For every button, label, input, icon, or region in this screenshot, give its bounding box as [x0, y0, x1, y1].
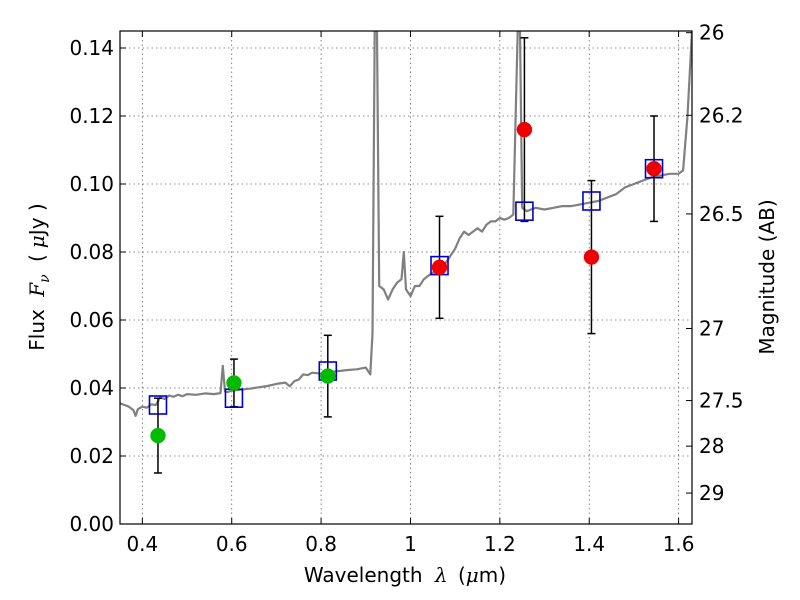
- y-tick-label: 0.02: [69, 444, 114, 468]
- spectrum-line: [120, 31, 692, 417]
- y-tick-label: 0.00: [69, 512, 114, 536]
- plot-frame: [119, 30, 693, 525]
- model-square: [644, 158, 664, 179]
- y-tick-label: 0.14: [69, 36, 114, 60]
- red-data-point: [646, 160, 662, 177]
- spectrum-series: [120, 31, 692, 417]
- ticks: [120, 31, 692, 525]
- gridlines: [120, 31, 692, 525]
- y2-tick-label: 27: [699, 317, 724, 341]
- x-tick-label: 1.6: [663, 532, 695, 556]
- y2-tick-label: 26.2: [699, 103, 744, 127]
- x-tick-label: 0.4: [126, 532, 158, 556]
- x-axis-label: Wavelength λ (μm): [304, 563, 506, 587]
- x-tick-label: 0.6: [216, 532, 248, 556]
- model-square: [582, 191, 601, 211]
- red-data-point: [583, 249, 600, 265]
- y-tick-label: 0.04: [69, 376, 114, 400]
- green-data-point: [150, 427, 166, 444]
- x-tick-label: 0.8: [305, 532, 337, 556]
- y2-tick-label: 27.5: [699, 389, 744, 413]
- y2-tick-label: 26: [699, 21, 724, 45]
- y-tick-label: 0.08: [69, 240, 114, 264]
- y2-tick-label: 29: [699, 481, 724, 505]
- x-tick-label: 1.4: [573, 532, 605, 556]
- y-tick-label: 0.12: [69, 104, 114, 128]
- x-tick-label: 1.2: [484, 532, 516, 556]
- y2-axis-label: Magnitude (AB): [755, 199, 779, 354]
- green-data-point: [320, 368, 336, 384]
- red-data-point: [516, 121, 533, 138]
- model-square: [148, 395, 168, 415]
- model-square: [515, 201, 534, 221]
- y-tick-label: 0.10: [69, 172, 114, 196]
- y2-tick-label: 28: [699, 434, 724, 458]
- tick-labels: 0.4 0.6 0.8 1 1.2 1.4 1.6 0.00 0.02 0.04 0.06 0.08 0…: [69, 21, 743, 556]
- y2-tick-label: 26.5: [699, 202, 744, 226]
- x-tick-label: 1: [404, 532, 417, 556]
- y-tick-label: 0.06: [69, 308, 114, 332]
- red-data-point: [431, 259, 448, 276]
- y-axis-label: Flux Fν (μJy ): [25, 203, 54, 350]
- markers: [148, 121, 664, 444]
- green-data-point: [226, 375, 242, 391]
